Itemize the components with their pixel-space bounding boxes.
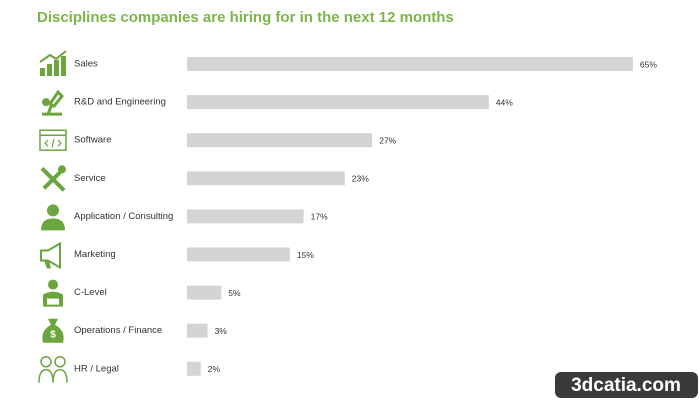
icon-part — [47, 298, 59, 305]
category-label: R&D and Engineering — [74, 97, 166, 108]
category-icon: $ — [42, 318, 64, 343]
icon-part — [44, 139, 62, 148]
value-label: 17% — [311, 212, 328, 222]
icon-part — [42, 89, 65, 116]
category-label: Service — [74, 173, 106, 184]
icon-part — [47, 204, 59, 217]
category-icon — [43, 279, 63, 307]
category-icon — [38, 356, 68, 383]
icon-part — [39, 129, 67, 151]
bar — [187, 133, 373, 148]
category-label: Marketing — [74, 249, 116, 260]
category-icon — [40, 165, 66, 192]
bar — [187, 285, 222, 300]
bar — [187, 209, 304, 224]
value-label: 44% — [496, 97, 513, 107]
watermark-bg — [555, 372, 698, 398]
category-label: Application / Consulting — [74, 211, 173, 222]
category-icon — [39, 50, 67, 76]
icon-part — [42, 98, 50, 107]
icon-part — [48, 279, 58, 290]
category-label: HR / Legal — [74, 363, 119, 374]
value-label: 5% — [228, 288, 241, 298]
icon-part — [44, 260, 51, 269]
icon-part — [38, 369, 68, 383]
value-label: 15% — [297, 250, 314, 260]
value-label: 3% — [215, 326, 228, 336]
chart-title: Disciplines companies are hiring for in … — [37, 9, 454, 26]
category-icon — [40, 241, 61, 270]
watermark: 3dcatia.com — [555, 372, 698, 398]
icon-part — [42, 318, 64, 343]
value-label: 65% — [640, 59, 657, 69]
bar — [187, 323, 208, 338]
bar — [187, 171, 345, 186]
category-label: Software — [74, 135, 112, 146]
bar — [187, 95, 489, 110]
icon-part — [41, 218, 65, 231]
icon-part — [40, 241, 61, 270]
category-label: Operations / Finance — [74, 325, 162, 336]
icon-part — [54, 356, 66, 368]
value-label: 2% — [208, 364, 221, 374]
icon-part — [61, 56, 66, 76]
category-icon — [39, 129, 67, 151]
icon-part — [47, 64, 52, 76]
watermark-text: 3dcatia.com — [571, 375, 681, 396]
category-label: C-Level — [74, 287, 107, 298]
category-icon — [41, 204, 65, 231]
category-label: Sales — [74, 59, 98, 70]
icon-part — [40, 68, 45, 76]
bar — [187, 247, 290, 262]
bar — [187, 57, 633, 71]
category-icon — [42, 89, 65, 116]
icon-part — [40, 356, 52, 368]
icon-part — [39, 50, 67, 63]
icon-part: $ — [50, 329, 56, 340]
value-label: 27% — [379, 135, 396, 145]
bar — [187, 361, 201, 376]
icon-part — [54, 60, 59, 76]
icon-part — [58, 165, 66, 174]
value-label: 23% — [352, 174, 369, 184]
